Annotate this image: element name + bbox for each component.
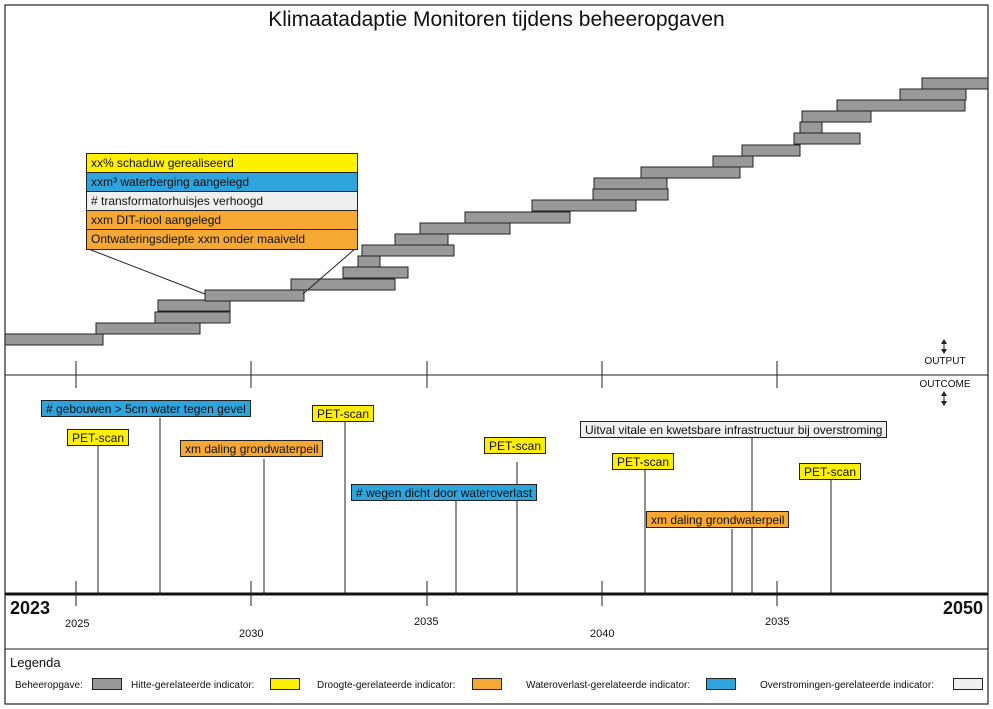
indicator-groundwater-drop: xm daling grondwaterpeil (180, 440, 324, 457)
legend-swatch-flood (953, 678, 983, 690)
legend-label-drought: Droogte-gerelateerde indicator: (317, 680, 456, 691)
management-task-bar (464, 211, 571, 224)
start-year-label: 2023 (10, 598, 51, 618)
management-task-bar (592, 188, 669, 201)
indicator-pet-scan: PET-scan (67, 429, 130, 446)
output-label: OUTPUT (924, 356, 966, 367)
legend-label-management: Beheeropgave: (15, 680, 83, 691)
management-task-bar (899, 88, 967, 101)
management-task-bar (801, 110, 872, 123)
legend-swatch-management (92, 678, 122, 690)
callout-item-water-storage: xxm³ waterberging aangelegd (87, 173, 357, 192)
tick-label: 2030 (239, 628, 264, 640)
indicator-pet-scan: PET-scan (612, 453, 675, 470)
legend-label-heat: Hitte-gerelateerde indicator: (131, 680, 255, 691)
legend-swatch-drought (472, 678, 502, 690)
management-task-bar (204, 289, 305, 302)
timeline-ticks (75, 361, 778, 606)
callout-item-shade: xx% schaduw gerealiseerd (87, 154, 357, 173)
management-task-bar (419, 222, 511, 235)
indicator-groundwater-drop: xm daling grondwaterpeil (646, 511, 790, 528)
management-task-bar (712, 155, 754, 168)
indicator-roads-closed: # wegen dicht door wateroverlast (351, 484, 538, 501)
management-task-bar (394, 233, 449, 246)
management-task-bar (157, 299, 231, 312)
callout-item-dit-sewer: xxm DIT-riool aangelegd (87, 211, 357, 230)
legend-title: Legenda (10, 655, 61, 670)
management-task-bar (836, 99, 966, 112)
management-task-bar (799, 121, 823, 134)
indicator-pet-scan: PET-scan (484, 437, 547, 454)
indicator-pet-scan: PET-scan (312, 405, 375, 422)
output-arrow (941, 339, 947, 354)
callout-item-transformers: # transformatorhuisjes verhoogd (87, 192, 357, 211)
indicator-pet-scan: PET-scan (799, 463, 862, 480)
management-task-bar (4, 333, 104, 346)
management-task-bar (640, 166, 741, 179)
tick-label: 2035 (765, 616, 790, 628)
indicator-infrastructure-failure: Uitval vitale en kwetsbare infrastructuu… (580, 421, 888, 438)
legend-swatch-heat (270, 678, 300, 690)
legend-label-flooding-nuisance: Wateroverlast-gerelateerde indicator: (526, 680, 691, 691)
management-task-bar (361, 244, 455, 257)
outer-frame (4, 4, 989, 705)
management-task-bar (342, 266, 409, 279)
tick-label: 2025 (65, 618, 90, 630)
management-task-bar (357, 255, 381, 268)
tick-label: 2040 (590, 628, 615, 640)
management-task-bar (95, 322, 201, 335)
management-task-bar (793, 132, 861, 145)
management-task-bar (593, 177, 668, 190)
management-task-bar (154, 311, 231, 324)
outcome-arrow (941, 391, 947, 406)
management-task-bar (531, 199, 637, 212)
outcome-label: OUTCOME (919, 379, 971, 390)
management-task-bar (290, 278, 396, 291)
management-task-bars (4, 77, 989, 346)
end-year-label: 2050 (943, 598, 984, 618)
callout-item-drainage-depth: Ontwateringsdiepte xxm onder maaiveld (87, 230, 357, 249)
callout-pointer (85, 247, 357, 295)
tick-label: 2035 (414, 616, 439, 628)
management-task-bar (921, 77, 989, 90)
page-title: Klimaatadaptie Monitoren tijdens beheero… (268, 8, 725, 31)
management-task-bar (741, 144, 801, 157)
legend-swatch-flooding-nuisance (706, 678, 736, 690)
output-callout: xx% schaduw gerealiseerd xxm³ waterbergi… (86, 153, 358, 250)
legend-label-flood: Overstromingen-gerelateerde indicator: (760, 680, 934, 691)
indicator-buildings-water: # gebouwen > 5cm water tegen gevel (41, 400, 251, 417)
